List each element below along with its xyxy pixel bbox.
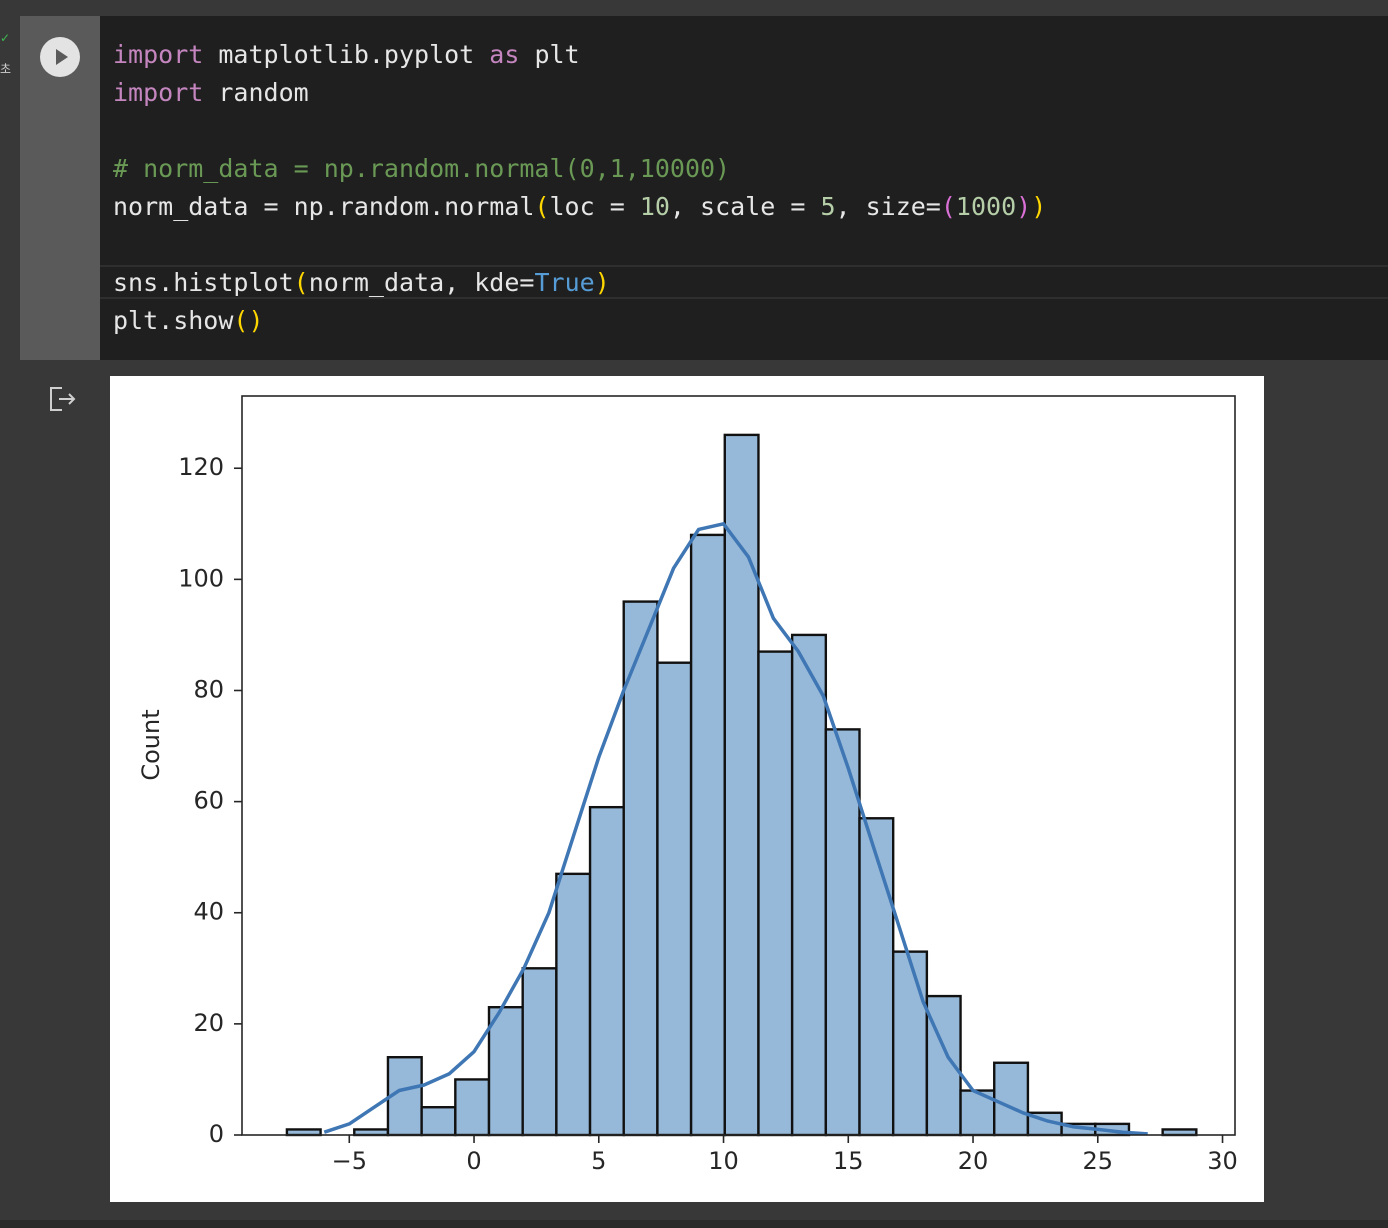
histogram-plot: −5 0 5 10 15 20 25 30 0 20 40 60 80 100 120 Count bbox=[110, 376, 1264, 1202]
run-cell-button[interactable] bbox=[40, 37, 80, 77]
y-axis-label: Count bbox=[137, 709, 165, 780]
play-icon bbox=[56, 49, 68, 65]
code-token: , scale = bbox=[669, 192, 821, 221]
code-token: ) bbox=[1031, 192, 1047, 221]
y-tick-label: 0 bbox=[209, 1120, 224, 1148]
code-cell[interactable]: import matplotlib.pyplot as plt import ra… bbox=[20, 16, 1388, 360]
histogram-bar bbox=[588, 805, 625, 1137]
code-token: import bbox=[113, 78, 204, 107]
code-token: , size= bbox=[835, 192, 941, 221]
histogram-chart: −5 0 5 10 15 20 25 30 0 20 40 60 80 100 120 Count bbox=[137, 395, 1238, 1175]
code-line: import matplotlib.pyplot as plt bbox=[113, 40, 580, 70]
histogram-bar bbox=[723, 433, 760, 1137]
x-tick-label: 30 bbox=[1207, 1147, 1238, 1175]
histogram-bar bbox=[790, 633, 828, 1137]
x-tick-label: 5 bbox=[591, 1147, 606, 1175]
histogram-bar bbox=[420, 1106, 457, 1137]
top-strip bbox=[0, 0, 1388, 16]
histogram-bar bbox=[353, 1128, 390, 1137]
left-gutter: ✓ 초 bbox=[0, 0, 20, 1228]
y-tick-label: 40 bbox=[193, 898, 224, 926]
code-token: () bbox=[233, 306, 264, 335]
code-line: sns.histplot(norm_data, kde=True) bbox=[113, 268, 610, 298]
code-token: # norm_data = np.random.normal(0,1,10000… bbox=[113, 154, 731, 183]
code-token: 1000 bbox=[955, 192, 1017, 221]
code-token: norm_data, kde= bbox=[308, 268, 535, 297]
cell-output: −5 0 5 10 15 20 25 30 0 20 40 60 80 100 120 Count bbox=[20, 360, 1388, 1220]
code-line: norm_data = np.random.normal(loc = 10, s… bbox=[113, 192, 1046, 222]
y-tick-label: 80 bbox=[193, 675, 224, 703]
code-token: import bbox=[113, 40, 204, 69]
execution-time-label: 초 bbox=[0, 62, 12, 76]
code-token: plt.show bbox=[113, 306, 234, 335]
code-token: norm_data = np.random.normal bbox=[113, 192, 535, 221]
code-token: 5 bbox=[820, 192, 836, 221]
axes-frame bbox=[241, 395, 1236, 1136]
code-token: ) bbox=[594, 268, 610, 297]
code-token: ) bbox=[1016, 192, 1032, 221]
code-line: import random bbox=[113, 78, 309, 108]
histogram-bar bbox=[487, 1006, 524, 1137]
x-tick-label: 10 bbox=[708, 1147, 739, 1175]
kde-layer bbox=[323, 522, 1148, 1136]
cell-gutter bbox=[20, 16, 100, 360]
code-token: plt bbox=[519, 40, 580, 69]
bottom-strip bbox=[0, 1220, 1388, 1228]
x-tick-label: 0 bbox=[466, 1147, 481, 1175]
bars-layer bbox=[285, 433, 1198, 1137]
code-token: sns.histplot bbox=[113, 268, 294, 297]
code-token: loc = bbox=[549, 192, 640, 221]
execution-check-icon: ✓ bbox=[0, 31, 11, 45]
x-tick-label: 20 bbox=[958, 1147, 989, 1175]
histogram-bar bbox=[757, 650, 794, 1137]
x-tick-label: −5 bbox=[332, 1147, 367, 1175]
histogram-bar bbox=[993, 1061, 1030, 1137]
x-tick-label: 25 bbox=[1083, 1147, 1114, 1175]
histogram-bar bbox=[285, 1128, 322, 1137]
histogram-bar bbox=[891, 950, 929, 1137]
y-tick-label: 100 bbox=[178, 564, 224, 592]
code-line: plt.show() bbox=[113, 306, 264, 336]
histogram-bar bbox=[555, 872, 592, 1137]
axes-layer: −5 0 5 10 15 20 25 30 0 20 40 60 80 100 120 bbox=[178, 395, 1238, 1175]
code-editor[interactable]: import matplotlib.pyplot as plt import ra… bbox=[100, 16, 1388, 360]
y-tick-label: 60 bbox=[193, 787, 224, 815]
histogram-bar bbox=[858, 817, 895, 1137]
histogram-bar bbox=[656, 661, 693, 1137]
kde-curve bbox=[323, 522, 1148, 1136]
code-token: matplotlib.pyplot bbox=[203, 40, 490, 69]
code-token: ( bbox=[940, 192, 956, 221]
y-tick-label: 20 bbox=[193, 1009, 224, 1037]
histogram-bar bbox=[689, 533, 726, 1137]
y-tick-label: 120 bbox=[178, 453, 224, 481]
output-redirect-icon[interactable] bbox=[48, 384, 78, 414]
code-token: 10 bbox=[639, 192, 670, 221]
histogram-bar bbox=[521, 967, 558, 1137]
x-tick-label: 15 bbox=[833, 1147, 864, 1175]
code-token: as bbox=[489, 40, 520, 69]
code-line: # norm_data = np.random.normal(0,1,10000… bbox=[113, 154, 730, 184]
code-token: True bbox=[534, 268, 595, 297]
code-token: ( bbox=[293, 268, 309, 297]
code-token: random bbox=[203, 78, 309, 107]
code-token: ( bbox=[534, 192, 550, 221]
histogram-bar bbox=[454, 1078, 491, 1137]
current-line-highlight bbox=[100, 265, 1388, 299]
histogram-bar bbox=[1161, 1128, 1198, 1137]
